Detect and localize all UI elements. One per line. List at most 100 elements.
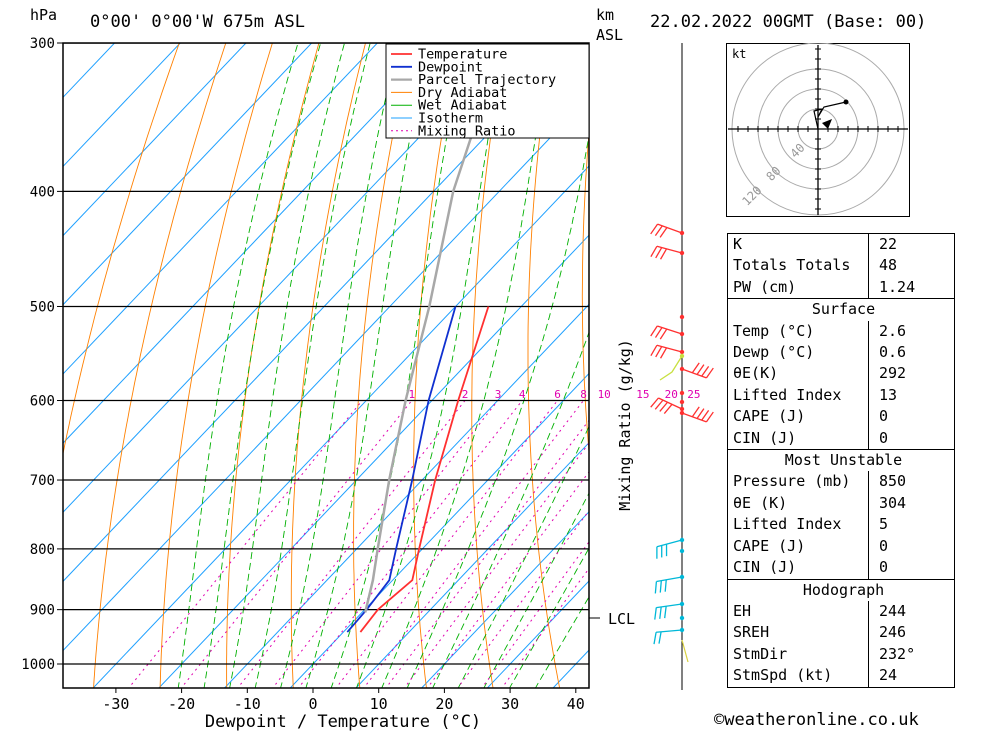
indices-section-header: Surface [727,298,955,321]
mixing-ratio-line [457,509,589,688]
dry-adiabat-line [527,43,561,688]
wind-barb [681,639,689,663]
indices-row: CAPE (J) 0 [727,535,955,558]
mixing-ratio-label: 20 [665,388,678,401]
isotherm-line [63,43,247,237]
indices-value: 0.6 [868,342,955,364]
mixing-ratio-axis-title: Mixing Ratio (g/kg) [616,339,634,511]
wind-barbs [650,223,714,663]
indices-value: 0 [868,427,955,450]
indices-row: EH 244 [727,600,955,623]
wind-barb [659,355,683,381]
lcl-label: LCL [608,610,635,628]
temperature-tick-label: 40 [567,695,585,713]
temperature-tick-label: -30 [102,695,129,713]
wind-barb [650,344,683,359]
indices-section-header: Most Unstable [727,449,955,472]
legend-label: Dewpoint [418,59,483,75]
wet-adiabat-line [355,43,506,688]
wind-barb [650,325,683,340]
indices-label: Lifted Index [727,514,869,536]
indices-value: 292 [868,363,955,385]
isotherm-line [63,43,379,375]
temperature-tick-label: 20 [435,695,453,713]
hodograph-trace [813,101,847,130]
hodograph-end-point [843,99,849,105]
dry-adiabat-line [635,26,693,690]
indices-row: θE(K) 292 [727,363,955,385]
indices-row: CAPE (J) 0 [727,406,955,428]
wind-level-marker [679,548,685,554]
mixing-ratio-label: 4 [519,388,526,401]
indices-section-title: Hodograph [727,578,955,601]
isotherm-line [223,303,589,688]
indices-value: 850 [868,471,955,493]
temperature-tick-label: 10 [370,695,388,713]
dry-adiabat-line [969,26,1000,690]
mixing-ratio-label: 6 [554,388,561,401]
indices-label: Dewp (°C) [727,342,869,364]
mixing-ratio-label: 10 [598,388,611,401]
indices-row: Totals Totals 48 [727,255,955,277]
isotherm-line [63,43,116,99]
indices-label: CIN (J) [727,427,869,450]
indices-label: SREH [727,622,869,644]
asl-unit-label: ASL [596,26,624,44]
pressure-tick-label: 600 [30,394,55,410]
km-unit-label: km [596,6,615,24]
mixing-ratio-label: 2 [462,388,469,401]
indices-section-header: Hodograph [727,578,955,601]
temperature-tick-label: -10 [234,695,261,713]
dry-adiabat-line [471,43,506,688]
legend-label: Parcel Trajectory [418,72,556,88]
temperature-tick-label: 0 [308,695,317,713]
indices-label: CIN (J) [727,557,869,579]
temperature-tick-label: -20 [168,695,195,713]
wind-barb [654,603,683,620]
indices-label: StmSpd (kt) [727,665,869,688]
indices-value: 0 [868,406,955,428]
wind-level-marker [679,615,685,621]
dry-adiabat-line [63,43,180,456]
indices-label: CAPE (J) [727,406,869,428]
plot-frame [62,42,590,689]
wet-adiabat-line [330,43,466,688]
dry-adiabat-line [290,43,366,688]
isotherm-line [63,43,181,168]
mixing-ratio-line [237,400,466,688]
indices-row: Temp (°C) 2.6 [727,320,955,343]
hodograph: kt 40 80 120 [726,43,910,217]
indices-value: 1.24 [868,276,955,299]
mixing-ratio-line [385,419,589,688]
legend-label: Mixing Ratio [418,123,516,139]
isotherm-line [92,165,589,688]
indices-value: 24 [868,665,955,688]
mixing-ratio-label: 8 [580,388,587,401]
wind-barb [650,245,683,260]
dry-adiabat-line [93,43,227,688]
indices-row: SREH 246 [727,622,955,644]
indices-value: 13 [868,384,955,407]
legend-label: Temperature [418,47,507,63]
wind-barb [681,362,714,379]
indices-value: 0 [868,557,955,579]
wet-adiabat-line [177,43,299,688]
wet-adiabat-line [229,43,345,688]
pressure-tick-label: 300 [30,36,55,52]
wet-adiabat-line [305,43,430,688]
mixing-ratio-label: 3 [495,388,502,401]
indices-row: Lifted Index 5 [727,514,955,536]
indices-label: K [727,233,869,256]
temperature-profile-line [359,306,490,633]
wet-adiabat-line [381,43,552,688]
mixing-ratio-line [297,400,523,688]
mixing-ratio-line [426,471,589,688]
legend-box [385,43,590,139]
indices-value: 246 [868,622,955,644]
isotherm-line [420,511,589,688]
indices-section-title: Most Unstable [727,449,955,472]
wet-adiabat-line [280,43,399,688]
wind-barb [650,397,683,414]
mixing-ratio-line [335,400,558,688]
